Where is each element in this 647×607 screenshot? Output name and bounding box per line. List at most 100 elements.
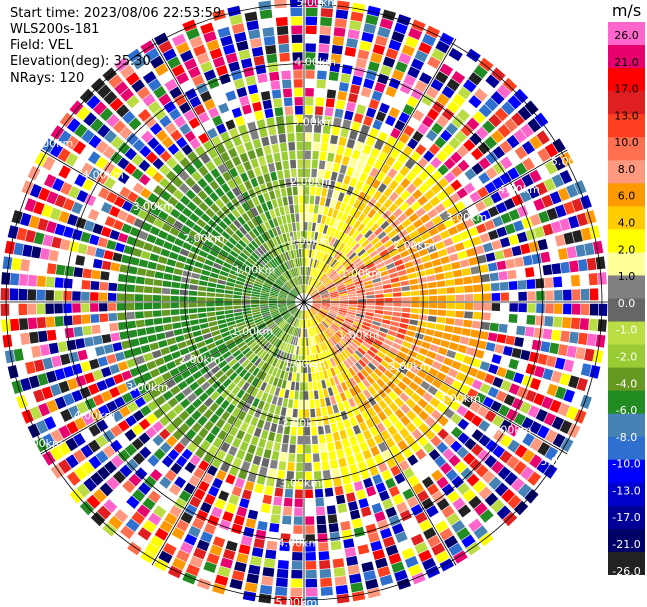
velocity-gate [189,313,198,320]
velocity-gate [589,225,601,239]
velocity-gate [153,483,167,496]
velocity-gate [394,140,405,152]
velocity-gate [224,309,234,315]
range-ring-label: 4.00km [490,423,532,436]
velocity-gate [333,365,340,375]
velocity-gate [117,419,130,432]
velocity-gate [257,520,268,531]
velocity-gate [295,258,299,267]
velocity-gate [225,473,236,485]
velocity-gate [293,318,298,327]
velocity-gate [309,318,314,327]
velocity-gate [192,266,202,274]
velocity-gate [305,284,308,294]
velocity-gate [540,251,551,263]
velocity-gate [316,282,323,290]
velocity-gate [492,161,506,175]
velocity-gate [187,66,201,79]
velocity-gate [387,229,398,239]
velocity-gate [142,93,156,107]
velocity-gate [267,276,275,283]
velocity-gate [285,353,290,362]
velocity-gate [206,302,215,307]
velocity-gate [300,231,304,240]
velocity-gate [204,98,216,111]
velocity-gate [162,203,174,214]
velocity-gate [97,237,109,248]
velocity-gate [102,67,117,82]
velocity-gate [68,185,81,199]
velocity-gate [408,564,423,577]
velocity-gate [401,218,412,228]
velocity-gate [69,100,84,115]
velocity-gate [233,308,243,313]
velocity-gate [300,266,303,276]
velocity-gate [178,422,190,434]
velocity-gate [236,449,246,460]
velocity-gate [286,362,291,372]
velocity-gate [225,281,235,287]
velocity-gate [258,127,268,138]
velocity-gate [139,446,152,459]
velocity-gate [297,427,304,436]
velocity-gate [467,205,479,216]
velocity-gate [282,434,290,444]
velocity-gate [304,373,308,382]
velocity-gate [205,208,215,218]
velocity-gate [340,271,349,278]
velocity-gate [546,355,557,368]
velocity-gate [324,170,331,180]
velocity-gate [126,95,140,109]
velocity-gate [354,141,364,152]
velocity-gate [490,91,505,105]
velocity-gate [271,271,279,278]
velocity-gate [284,488,294,498]
velocity-gate [167,56,181,69]
velocity-gate [311,249,315,259]
velocity-gate [152,421,164,433]
velocity-gate [330,134,339,145]
velocity-gate [296,222,300,231]
velocity-gate [224,434,235,445]
velocity-gate [228,127,239,139]
velocity-gate [257,194,265,204]
velocity-gate [304,168,311,177]
velocity-gate [335,252,343,261]
velocity-gate [283,169,291,179]
velocity-gate [442,143,455,156]
velocity-gate [344,369,352,379]
velocity-gate [443,375,455,386]
velocity-gate [490,282,500,292]
velocity-gate [568,375,580,389]
velocity-gate [251,377,259,387]
velocity-gate [420,302,429,308]
velocity-gate [123,349,134,359]
velocity-gate [366,437,376,449]
velocity-gate [479,210,491,221]
velocity-gate [45,276,55,288]
velocity-gate [121,392,134,404]
velocity-gate [379,249,389,257]
velocity-gate [197,291,207,297]
velocity-gate [343,278,353,284]
velocity-gate [327,442,335,452]
velocity-gate [502,247,514,259]
velocity-gate [116,293,126,301]
velocity-gate [407,117,420,129]
velocity-gate [253,55,265,66]
velocity-gate [281,443,289,453]
velocity-gate [410,392,422,403]
velocity-gate [418,549,433,563]
velocity-gate [267,250,275,259]
velocity-gate [268,239,276,248]
velocity-gate [545,290,554,301]
velocity-gate [420,136,433,149]
velocity-gate [252,455,262,466]
velocity-gate [312,302,322,304]
velocity-gate [407,66,421,79]
velocity-gate [242,289,252,294]
velocity-gate [346,237,354,247]
velocity-gate [310,277,315,286]
velocity-gate [282,286,290,293]
velocity-gate [348,227,356,237]
